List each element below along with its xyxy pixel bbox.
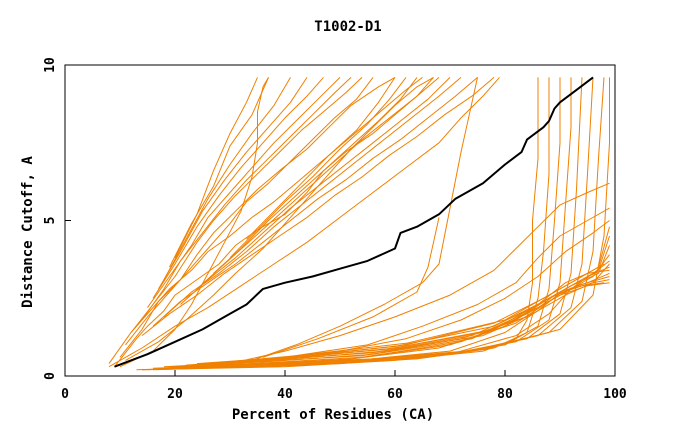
series-line-14 (152, 77, 478, 327)
chart-title: T1002-D1 (314, 19, 381, 35)
ticks-layer: 0 20 40 60 80 100 0 5 10 (43, 57, 627, 402)
x-tick-label: 20 (167, 387, 183, 402)
series-line-18 (213, 77, 418, 274)
series-line-44 (185, 77, 583, 368)
series-line-12 (174, 77, 258, 259)
x-tick-label: 60 (387, 387, 403, 402)
series-line-45 (196, 77, 594, 368)
series-line-48 (119, 77, 269, 368)
series-line-1 (114, 77, 440, 368)
series-line-6 (141, 77, 352, 321)
series-line-46 (207, 77, 605, 366)
series-line-21 (251, 77, 478, 361)
x-axis-label: Percent of Residues (CA) (232, 407, 434, 423)
series-line-5 (130, 77, 363, 333)
series-line-11 (169, 77, 269, 268)
y-axis-label: Distance Cutoff, A (20, 156, 36, 308)
series-line-36 (191, 245, 610, 366)
series-line-43 (174, 77, 572, 369)
series-layer (108, 76, 610, 371)
series-line-37 (196, 235, 610, 365)
series-line-10 (163, 77, 291, 280)
series-line-9 (158, 77, 308, 290)
series-line-15 (163, 77, 462, 318)
series-line-17 (196, 77, 434, 290)
series-line-13 (141, 77, 495, 336)
series-line-34 (180, 263, 610, 368)
series-line-4 (125, 77, 374, 346)
series-line-23 (229, 182, 610, 365)
x-tick-label: 100 (603, 387, 627, 402)
series-line-22 (262, 217, 440, 358)
y-tick-label: 5 (43, 217, 58, 225)
series-line-20 (246, 77, 396, 240)
series-line-19 (229, 77, 407, 259)
series-line-2 (108, 77, 423, 364)
series-line-7 (147, 77, 341, 308)
x-tick-label: 80 (497, 387, 513, 402)
series-line-3 (119, 76, 396, 358)
series-line-47 (218, 77, 610, 366)
series-line-49 (125, 76, 434, 361)
series-line-50 (108, 77, 500, 368)
y-tick-label: 0 (43, 372, 58, 380)
x-tick-label: 40 (277, 387, 293, 402)
series-line-8 (152, 77, 324, 299)
highlight-series-line (114, 76, 594, 368)
series-line-39 (207, 263, 605, 365)
x-tick-label: 0 (61, 387, 69, 402)
y-tick-label: 10 (43, 57, 58, 73)
